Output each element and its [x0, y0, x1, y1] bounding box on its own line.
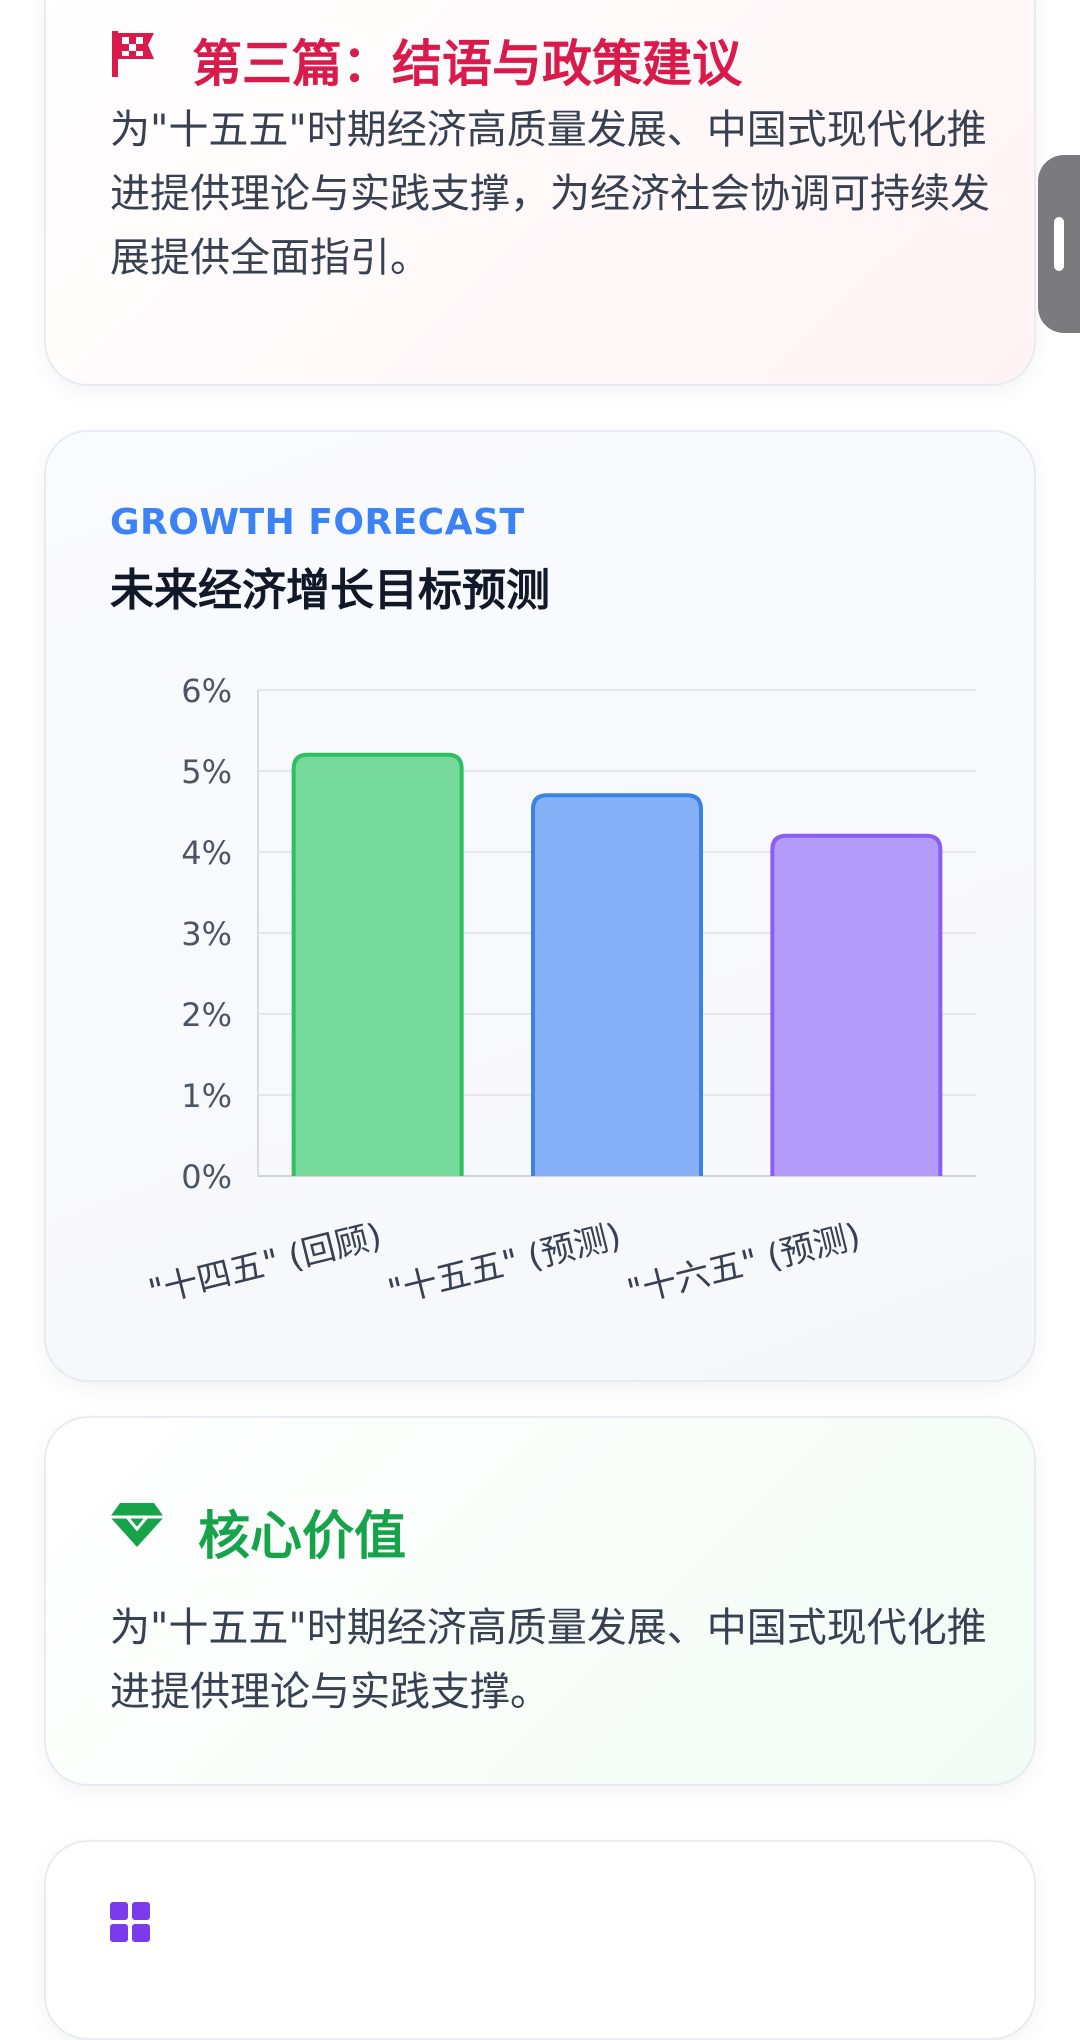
core-value-heading: 核心价值 — [110, 1494, 406, 1569]
next-card — [44, 1840, 1036, 2040]
policy-card-heading: 第三篇：结语与政策建议 — [110, 24, 742, 96]
policy-card-title: 第三篇：结语与政策建议 — [192, 35, 742, 93]
grid-icon — [110, 1902, 150, 1942]
y-tick-label: 3% — [181, 915, 232, 953]
y-tick-label: 5% — [181, 753, 232, 791]
policy-card-text: 为"十五五"时期经济高质量发展、中国式现代化推进提供理论与实践支撑，为经济社会协… — [110, 107, 990, 281]
bar-fill — [772, 835, 941, 1176]
forecast-title: 未来经济增长目标预测 — [110, 565, 550, 616]
growth-bar-chart: 0% 1% 2% 3% 4% 5% 6% "十四五" (回顾)"十五五" (预测)"十六五" … — [145, 672, 976, 1313]
x-category-label: "十五五" (预测) — [384, 1216, 625, 1313]
y-tick-label: 4% — [181, 834, 232, 872]
x-category-label: "十六五" (预测) — [623, 1216, 864, 1313]
flag-icon — [110, 29, 158, 91]
core-value-title: 核心价值 — [198, 1507, 407, 1567]
bar-outline — [291, 752, 464, 1176]
bar-outline — [531, 793, 703, 1176]
y-tick-label: 2% — [181, 996, 232, 1034]
bar-outline — [770, 833, 943, 1176]
bar-fill — [533, 795, 701, 1176]
core-value-text: 为"十五五"时期经济高质量发展、中国式现代化推进提供理论与实践支撑。 — [110, 1605, 987, 1715]
drag-grip — [1054, 217, 1064, 271]
gem-icon — [110, 1501, 164, 1562]
y-tick-label: 6% — [181, 672, 232, 710]
core-value-card: 核心价值 为"十五五"时期经济高质量发展、中国式现代化推进提供理论与实践支撑。 — [44, 1416, 1036, 1786]
forecast-card: GROWTH FORECAST 未来经济增长目标预测 0% 1% 2% 3% 4% 5% 6… — [44, 430, 1036, 1382]
x-category-label: "十四五" (回顾) — [145, 1216, 386, 1313]
policy-card: 第三篇：结语与政策建议 为"十五五"时期经济高质量发展、中国式现代化推进提供理论… — [44, 0, 1036, 386]
forecast-eyebrow: GROWTH FORECAST — [110, 502, 525, 543]
bar-fill — [293, 754, 462, 1176]
side-drag-handle[interactable] — [1038, 155, 1080, 333]
y-tick-label: 0% — [181, 1158, 232, 1196]
y-tick-label: 1% — [181, 1077, 232, 1115]
